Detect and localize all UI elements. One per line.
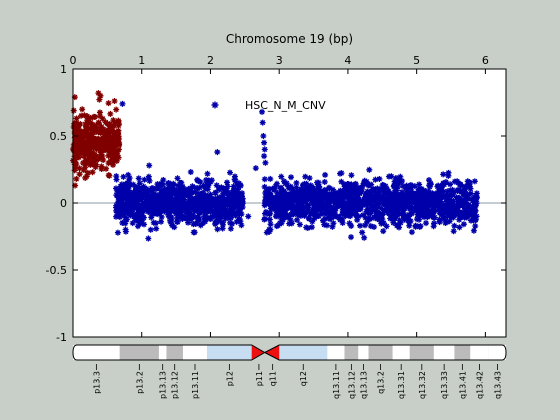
band-label: q13.11 bbox=[332, 371, 341, 399]
chromosome-ideogram: p13.3 p13.2 p13.13 p13.12 p13.11 p12 p11 q11 q12… bbox=[72, 344, 507, 399]
ideogram-band bbox=[73, 345, 120, 360]
centromere-p bbox=[251, 345, 265, 360]
ideogram-band bbox=[166, 345, 183, 360]
legend-marker bbox=[211, 101, 219, 109]
band-label: q13.42 bbox=[476, 371, 485, 399]
ideogram-band bbox=[119, 345, 159, 360]
ideogram-band bbox=[470, 345, 489, 360]
y-tick-label: -1 bbox=[56, 331, 67, 344]
centromere-q bbox=[264, 345, 280, 360]
ideogram-band bbox=[327, 345, 345, 360]
x-tick-label: 2 bbox=[207, 54, 214, 67]
ideogram-band bbox=[279, 345, 328, 360]
x-tick-label: 5 bbox=[413, 54, 420, 67]
band-label: q13.12 bbox=[347, 371, 356, 399]
band-label: q13.43 bbox=[493, 371, 502, 399]
ideogram-band bbox=[368, 345, 393, 360]
x-tick-label: 3 bbox=[276, 54, 283, 67]
ideogram-band bbox=[392, 345, 410, 360]
x-axis: 0 1 2 3 4 5 6 bbox=[70, 54, 489, 337]
chart-title: Chromosome 19 (bp) bbox=[226, 32, 353, 46]
band-label: p13.12 bbox=[171, 371, 180, 399]
band-label: q11 bbox=[269, 371, 278, 386]
band-label: p11 bbox=[255, 371, 264, 386]
ideogram-band bbox=[454, 345, 471, 360]
y-tick-label: 0.5 bbox=[50, 130, 68, 143]
x-tick-label: 0 bbox=[70, 54, 77, 67]
ideogram-band bbox=[182, 345, 208, 360]
data-point-cloud bbox=[70, 90, 123, 189]
ideogram-outline bbox=[72, 344, 507, 361]
band-label: p13.3 bbox=[92, 371, 101, 394]
band-label: q13.33 bbox=[440, 371, 449, 399]
x-tick-label: 4 bbox=[344, 54, 351, 67]
band-label: p13.13 bbox=[159, 371, 168, 399]
x-tick-label: 1 bbox=[138, 54, 145, 67]
x-tick-label: 6 bbox=[482, 54, 489, 67]
band-label: p12 bbox=[225, 371, 234, 386]
legend: HSC_N_M_CNV bbox=[211, 99, 326, 112]
y-axis: -1 -0.5 0 0.5 1 bbox=[46, 63, 506, 344]
band-label: p13.11 bbox=[191, 371, 200, 399]
ideogram-band bbox=[358, 345, 369, 360]
series-points bbox=[70, 90, 123, 189]
band-label: q12 bbox=[299, 371, 308, 386]
ideogram-band bbox=[344, 345, 359, 360]
band-label: q13.13 bbox=[359, 371, 368, 399]
data-point-cloud bbox=[113, 100, 480, 242]
y-tick-label: 1 bbox=[60, 63, 67, 76]
band-label: q13.32 bbox=[418, 371, 427, 399]
band-label: q13.2 bbox=[377, 371, 386, 394]
y-tick-label: 0 bbox=[60, 197, 67, 210]
series-points bbox=[113, 100, 480, 242]
ideogram-band bbox=[488, 345, 506, 360]
ideogram-band bbox=[433, 345, 455, 360]
band-label: q13.41 bbox=[458, 371, 467, 399]
scatter-points bbox=[70, 90, 480, 242]
ideogram-band bbox=[207, 345, 252, 360]
band-label: q13.31 bbox=[397, 371, 406, 399]
y-tick-label: -0.5 bbox=[46, 264, 67, 277]
legend-label: HSC_N_M_CNV bbox=[245, 99, 326, 112]
ideogram-band bbox=[158, 345, 167, 360]
ideogram-band bbox=[409, 345, 434, 360]
band-label: p13.2 bbox=[135, 371, 144, 394]
